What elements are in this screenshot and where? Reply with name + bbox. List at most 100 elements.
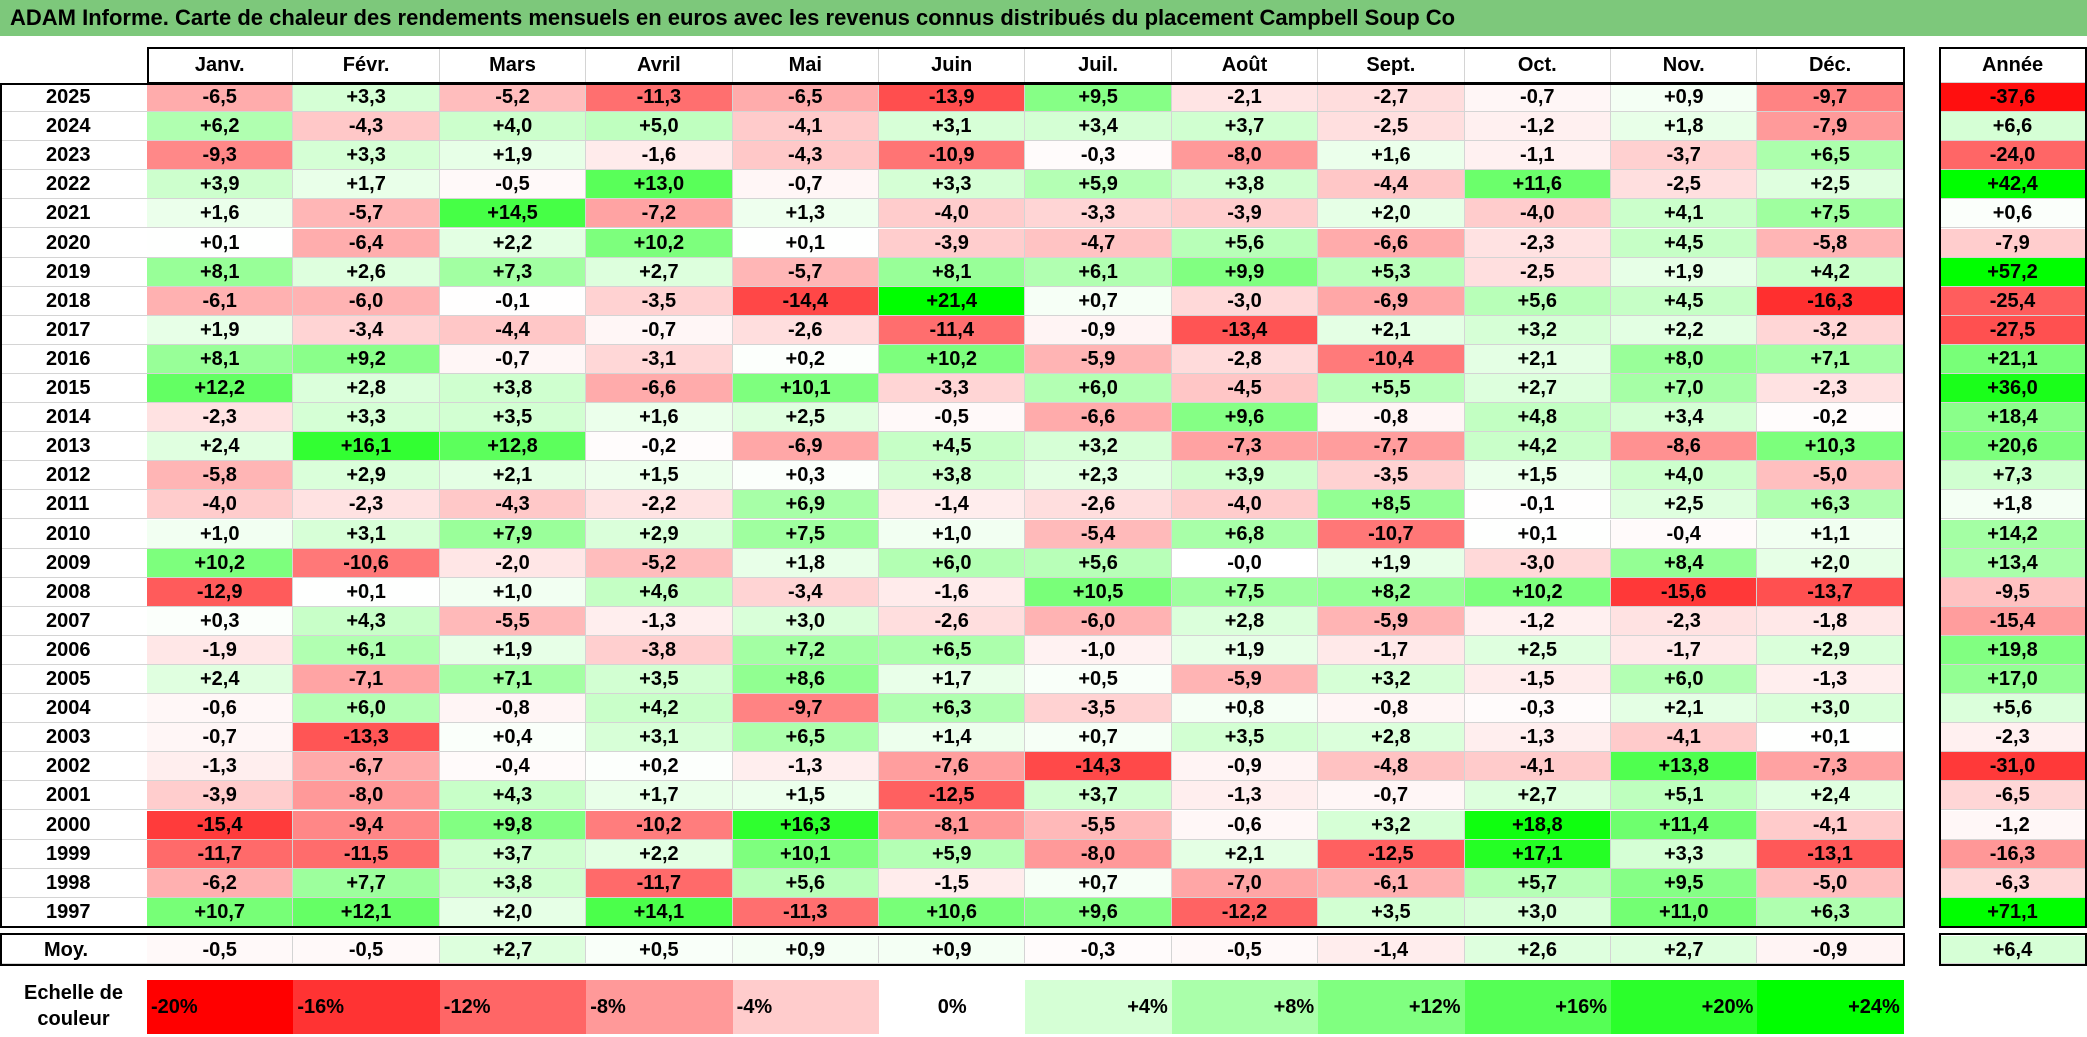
heatmap-cell: +0,7 <box>1025 723 1172 753</box>
heatmap-cell: +3,8 <box>879 461 1026 491</box>
heatmap-cell: -11,5 <box>293 839 440 869</box>
month-header: Avril <box>586 47 733 83</box>
heatmap-cell: -2,6 <box>1025 490 1172 520</box>
average-cell: +0,9 <box>732 936 879 964</box>
heatmap-cell: -0,4 <box>439 752 587 782</box>
heatmap-cell: +11,6 <box>1464 170 1611 200</box>
average-cell: -0,3 <box>1025 936 1172 964</box>
heatmap-cell: +10,6 <box>879 897 1026 927</box>
heatmap-cell: -5,9 <box>1171 665 1319 695</box>
heatmap-cell: -13,1 <box>1757 839 1904 869</box>
heatmap-cell: +0,1 <box>732 228 879 258</box>
heatmap-cell: -10,4 <box>1318 344 1465 374</box>
heatmap-cell: +6,1 <box>293 635 440 665</box>
heatmap-cell: +16,3 <box>732 810 879 840</box>
heatmap-cell: -0,7 <box>439 344 587 374</box>
heatmap-cell: +1,7 <box>879 665 1026 695</box>
heatmap-cell: +3,8 <box>1171 170 1319 200</box>
heatmap-cell: +10,2 <box>1464 577 1611 607</box>
heatmap-cell: -0,7 <box>586 315 733 345</box>
heatmap-cell: +2,6 <box>293 257 440 287</box>
heatmap-cell: +2,1 <box>1611 694 1758 724</box>
heatmap-cell: +1,7 <box>586 781 733 811</box>
heatmap-cell: +1,6 <box>1318 141 1465 171</box>
heatmap-cell: -4,5 <box>1171 374 1319 404</box>
heatmap-cell: +4,3 <box>293 606 440 636</box>
heatmap-cell: -1,0 <box>1025 635 1172 665</box>
heatmap-cell: +3,8 <box>439 374 587 404</box>
heatmap-cell: -5,2 <box>439 83 587 113</box>
heatmap-cell: +3,0 <box>1757 694 1904 724</box>
heatmap-cell: -2,1 <box>1171 83 1319 113</box>
heatmap-cell: +3,0 <box>732 606 879 636</box>
heatmap-cell: -13,4 <box>1171 315 1319 345</box>
heatmap-cell: +10,2 <box>879 344 1026 374</box>
heatmap-cell: -0,6 <box>1171 810 1319 840</box>
heatmap-cell: +6,5 <box>732 723 879 753</box>
annual-cell: -2,3 <box>1939 723 2087 753</box>
heatmap-cell: +7,2 <box>732 635 879 665</box>
heatmap-cell: -3,8 <box>586 635 733 665</box>
average-cell: +2,6 <box>1464 936 1611 964</box>
year-label: 2012 <box>0 461 147 491</box>
heatmap-cell: -1,3 <box>586 606 733 636</box>
heatmap-cell: +1,5 <box>1464 461 1611 491</box>
heatmap-cell: +3,1 <box>293 519 440 549</box>
heatmap-cell: -0,8 <box>1318 694 1465 724</box>
heatmap-cell: +3,2 <box>1464 315 1611 345</box>
heatmap-cell: -14,3 <box>1025 752 1172 782</box>
heatmap-cell: -0,6 <box>147 694 294 724</box>
average-cell: +0,9 <box>879 936 1026 964</box>
heatmap-cell: +0,3 <box>732 461 879 491</box>
average-cell: -0,5 <box>293 936 440 964</box>
heatmap-cell: -1,4 <box>879 490 1026 520</box>
average-cell: -0,9 <box>1757 936 1904 964</box>
heatmap-cell: +8,4 <box>1611 548 1758 578</box>
annual-header: Année <box>1939 47 2087 83</box>
heatmap-cell: -2,6 <box>732 315 879 345</box>
year-label: 2025 <box>0 83 147 113</box>
heatmap-cell: +18,8 <box>1464 810 1611 840</box>
average-cell: -0,5 <box>147 936 294 964</box>
year-label: 2024 <box>0 112 147 142</box>
heatmap-cell: +1,0 <box>147 519 294 549</box>
heatmap-cell: -4,4 <box>439 315 587 345</box>
heatmap-cell: -4,0 <box>879 199 1026 229</box>
heatmap-cell: +1,4 <box>879 723 1026 753</box>
heatmap-cell: +2,8 <box>1318 723 1465 753</box>
heatmap-cell: +6,8 <box>1171 519 1319 549</box>
annual-cell: -7,9 <box>1939 228 2087 258</box>
heatmap-cell: +5,6 <box>1464 286 1611 316</box>
heatmap-cell: +13,8 <box>1611 752 1758 782</box>
heatmap-cell: +0,1 <box>1757 723 1904 753</box>
heatmap-cell: +2,5 <box>1464 635 1611 665</box>
annual-cell: -15,4 <box>1939 606 2087 636</box>
heatmap-cell: +9,2 <box>293 344 440 374</box>
heatmap-cell: -8,0 <box>293 781 440 811</box>
heatmap-cell: +2,9 <box>293 461 440 491</box>
heatmap-cell: +3,1 <box>879 112 1026 142</box>
heatmap-cell: +6,1 <box>1025 257 1172 287</box>
heatmap-cell: +1,9 <box>439 635 587 665</box>
heatmap-cell: -5,2 <box>586 548 733 578</box>
heatmap-cell: +1,9 <box>147 315 294 345</box>
heatmap-cell: +7,1 <box>1757 344 1904 374</box>
annual-cell: +18,4 <box>1939 403 2087 433</box>
heatmap-cell: +7,3 <box>439 257 587 287</box>
heatmap-cell: +5,6 <box>1025 548 1172 578</box>
color-scale-swatch: +4% <box>1025 980 1172 1034</box>
heatmap-cell: -1,8 <box>1757 606 1904 636</box>
average-cell: -1,4 <box>1318 936 1465 964</box>
color-scale-swatch: +20% <box>1611 980 1758 1034</box>
heatmap-cell: +2,4 <box>1757 781 1904 811</box>
year-label: 2011 <box>0 490 147 520</box>
heatmap-cell: +3,2 <box>1318 810 1465 840</box>
heatmap-cell: +6,3 <box>1757 490 1904 520</box>
heatmap-cell: -3,9 <box>147 781 294 811</box>
average-cell: +2,7 <box>1611 936 1758 964</box>
heatmap-cell: +1,1 <box>1757 519 1904 549</box>
heatmap-cell: +10,1 <box>732 374 879 404</box>
heatmap-cell: +4,5 <box>1611 286 1758 316</box>
heatmap-cell: -6,9 <box>732 432 879 462</box>
